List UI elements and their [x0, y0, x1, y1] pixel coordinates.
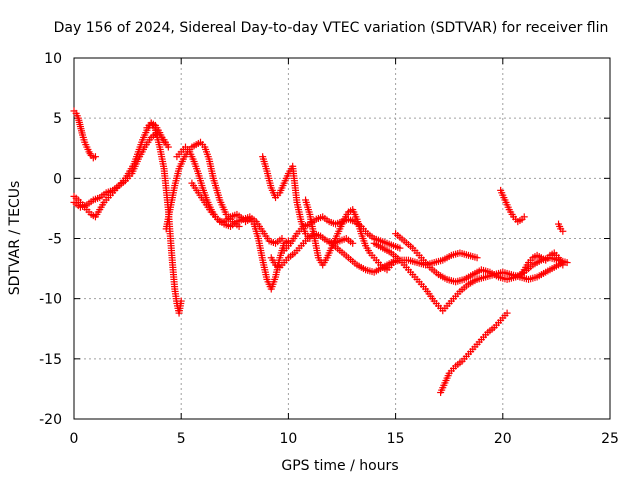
data-point	[164, 143, 172, 151]
y-tick-label: -15	[39, 352, 62, 368]
data-point	[91, 153, 99, 161]
y-tick-label: 5	[53, 111, 62, 127]
y-tick-label: 10	[44, 51, 62, 67]
y-axis-label: SDTVAR / TECUs	[7, 181, 23, 296]
x-tick-label: 15	[387, 431, 405, 447]
x-tick-label: 5	[177, 431, 186, 447]
data-point	[473, 254, 481, 262]
y-tick-label: -5	[48, 232, 62, 248]
y-axis-ticks: -20 -15 -10 -5 0 5 10	[39, 51, 610, 428]
x-tick-label: 10	[279, 431, 297, 447]
x-axis-label: GPS time / hours	[281, 458, 398, 474]
chart-title: Day 156 of 2024, Sidereal Day-to-day VTE…	[54, 20, 609, 36]
data-point	[177, 297, 185, 305]
grid-lines	[74, 58, 610, 419]
data-point	[503, 309, 511, 317]
y-tick-label: -10	[39, 292, 62, 308]
data-point	[396, 244, 404, 252]
x-tick-label: 20	[494, 431, 512, 447]
x-tick-label: 25	[601, 431, 619, 447]
data-point	[349, 239, 357, 247]
y-tick-label: -20	[39, 412, 62, 428]
data-points	[70, 107, 571, 397]
y-tick-label: 0	[53, 171, 62, 187]
data-point	[559, 261, 567, 269]
x-axis-ticks: 0 5 10 15 20 25	[70, 58, 619, 447]
data-point	[559, 227, 567, 235]
data-point	[278, 235, 286, 242]
x-tick-label: 0	[70, 431, 79, 447]
data-point	[520, 213, 528, 221]
